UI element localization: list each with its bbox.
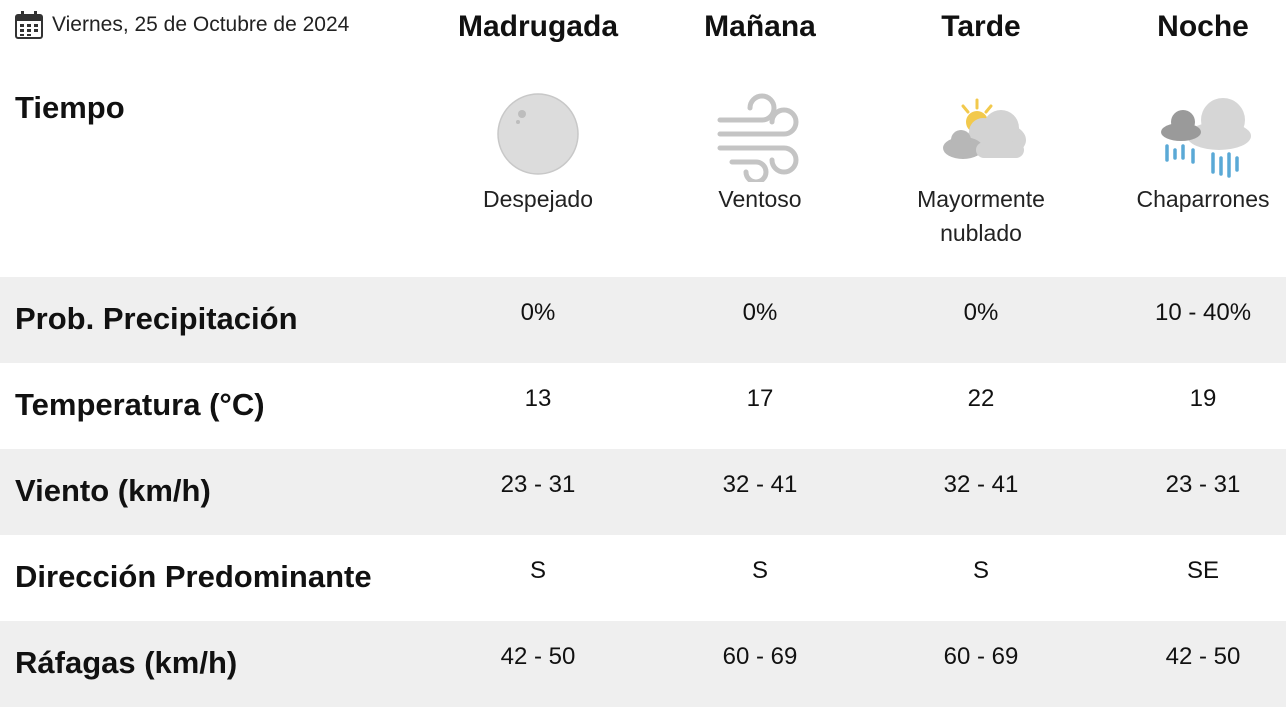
cell-value: S (751, 557, 768, 584)
row-label: Dirección Predominante (15, 559, 372, 594)
weather-cell-noche: Chaparrones (1092, 92, 1286, 216)
row-viento: Viento (km/h) 23 - 31 32 - 41 32 - 41 23… (0, 449, 1286, 535)
cell-value: 32 - 41 (722, 471, 798, 498)
weather-desc: Ventoso (718, 186, 802, 212)
cell-value: S (529, 557, 546, 584)
weather-desc-line2: nublado (940, 220, 1022, 246)
cell-value: 0% (742, 299, 778, 326)
cell-value: 13 (524, 385, 552, 412)
date-text: Viernes, 25 de Octubre de 2024 (52, 13, 350, 36)
cell-value: 60 - 69 (943, 643, 1019, 670)
weather-row: Tiempo Despejado Ventoso (0, 62, 1286, 277)
cell-value: 60 - 69 (722, 643, 798, 670)
cell-value: SE (1186, 557, 1219, 584)
period-tarde: Tarde (941, 10, 1021, 43)
row-direccion: Dirección Predominante S S S SE (0, 535, 1286, 621)
period-madrugada: Madrugada (457, 10, 619, 43)
row-label: Prob. Precipitación (15, 301, 298, 336)
table-header: Viernes, 25 de Octubre de 2024 Madrugada… (0, 0, 1286, 62)
period-noche: Noche (1157, 10, 1249, 43)
row-precipitacion: Prob. Precipitación 0% 0% 0% 10 - 40% (0, 277, 1286, 363)
cell-value: 42 - 50 (1165, 643, 1241, 670)
clear-night-icon (497, 93, 579, 175)
cell-value: 17 (746, 385, 774, 412)
cell-value: 23 - 31 (500, 471, 576, 498)
date-display: Viernes, 25 de Octubre de 2024 (14, 10, 349, 40)
period-manana: Mañana (704, 10, 816, 43)
cell-value: 19 (1189, 385, 1217, 412)
cell-value: S (972, 557, 989, 584)
cell-value: 42 - 50 (500, 643, 576, 670)
weather-desc: Chaparrones (1136, 186, 1270, 212)
row-label-tiempo: Tiempo (15, 90, 125, 125)
row-label: Ráfagas (km/h) (15, 645, 238, 680)
cell-value: 0% (520, 299, 556, 326)
cell-value: 10 - 40% (1154, 299, 1252, 326)
partly-cloudy-icon (943, 98, 1026, 159)
weather-cell-madrugada: Despejado (427, 92, 649, 216)
weather-desc: Despejado (483, 186, 593, 212)
row-label: Temperatura (°C) (15, 387, 265, 422)
row-rafagas: Ráfagas (km/h) 42 - 50 60 - 69 60 - 69 4… (0, 621, 1286, 707)
cell-value: 22 (967, 385, 995, 412)
weather-cell-manana: Ventoso (649, 92, 871, 216)
calendar-icon (15, 11, 43, 39)
row-label: Viento (km/h) (15, 473, 211, 508)
cell-value: 0% (963, 299, 999, 326)
wind-icon (717, 93, 799, 182)
weather-desc-line1: Mayormente (917, 186, 1045, 212)
cell-value: 32 - 41 (943, 471, 1019, 498)
weather-cell-tarde: Mayormente nublado (870, 92, 1092, 250)
row-temperatura: Temperatura (°C) 13 17 22 19 (0, 363, 1286, 449)
rain-showers-icon (1161, 98, 1251, 178)
cell-value: 23 - 31 (1165, 471, 1241, 498)
